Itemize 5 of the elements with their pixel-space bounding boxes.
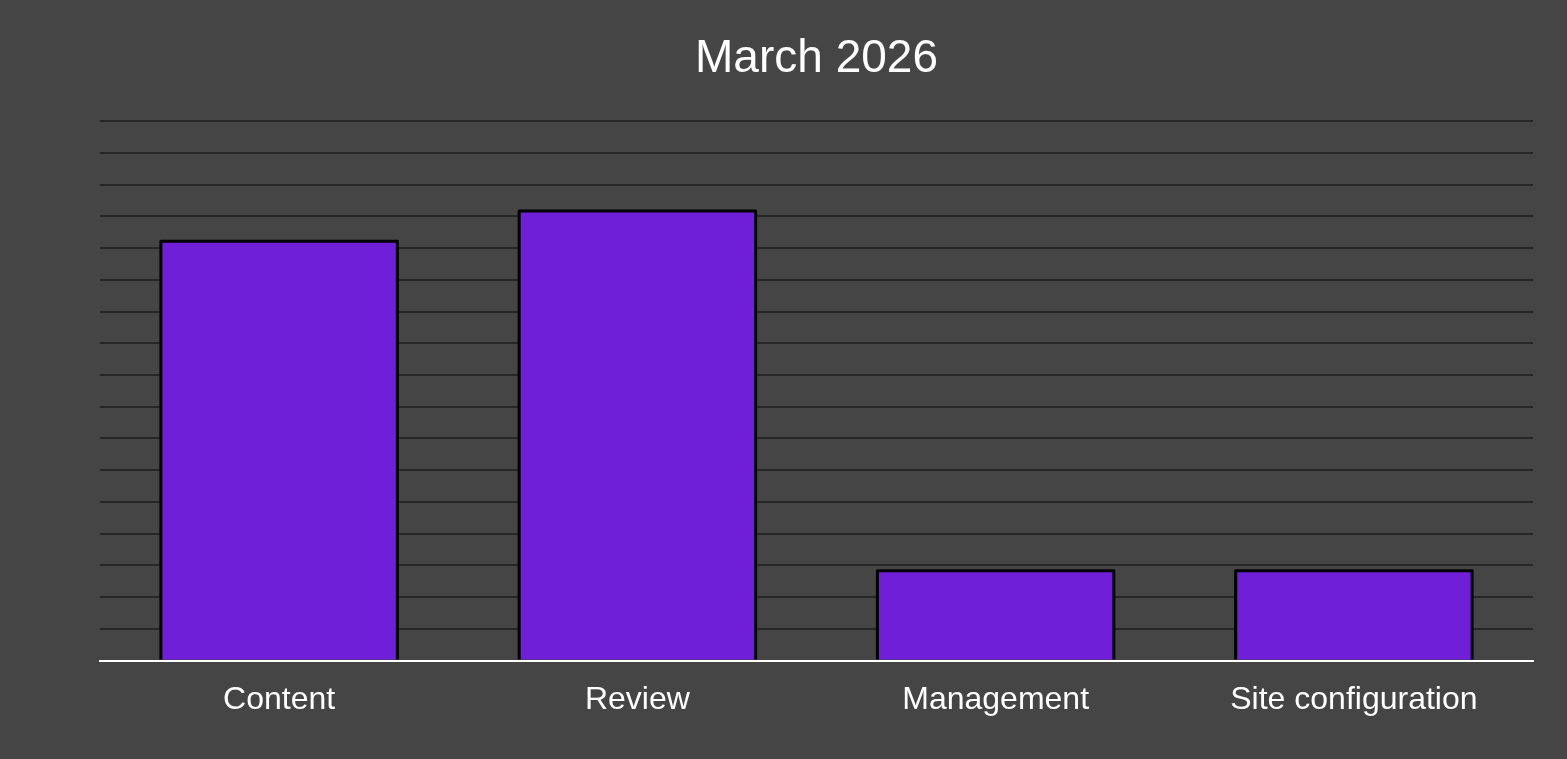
x-tick-label: Review bbox=[584, 679, 691, 716]
x-tick-label: Management bbox=[902, 679, 1090, 716]
x-tick-label: Site configuration bbox=[1230, 679, 1478, 716]
x-tick-label: Content bbox=[223, 679, 336, 716]
chart-title: March 2026 bbox=[695, 30, 938, 83]
